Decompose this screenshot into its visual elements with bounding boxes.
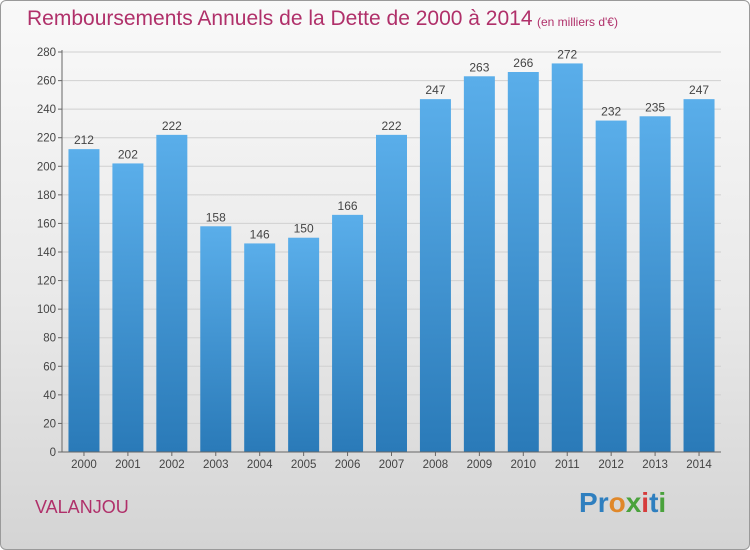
x-tick-label: 2004: [247, 459, 273, 471]
logo-letter: o: [608, 487, 626, 518]
data-label: 212: [74, 133, 94, 147]
chart-title: Remboursements Annuels de la Dette de 20…: [27, 7, 533, 30]
bar: [595, 120, 627, 453]
x-tick-label: 2014: [686, 459, 712, 471]
x-tick-label: 2005: [291, 459, 317, 471]
bar: [639, 116, 671, 453]
bar: [683, 99, 715, 453]
y-tick-label: 140: [37, 247, 56, 259]
y-tick-label: 100: [37, 304, 56, 316]
x-tick-label: 2008: [423, 459, 449, 471]
y-tick-label: 280: [37, 47, 56, 59]
x-tick-label: 2012: [598, 459, 624, 471]
data-label: 202: [118, 147, 138, 161]
bar: [551, 63, 583, 453]
bar: [376, 134, 407, 452]
bar: [419, 99, 451, 453]
bar: [68, 149, 100, 452]
data-label: 272: [557, 47, 577, 61]
data-label: 222: [381, 119, 401, 133]
x-tick-label: 2000: [71, 459, 97, 471]
y-tick-label: 220: [37, 133, 56, 145]
data-label: 232: [601, 105, 621, 119]
x-tick-label: 2011: [555, 459, 580, 471]
x-tick-label: 2009: [467, 459, 493, 471]
data-label: 158: [206, 210, 226, 224]
y-tick-label: 120: [37, 276, 56, 288]
x-tick-label: 2010: [511, 459, 537, 471]
x-tick-label: 2006: [335, 459, 361, 471]
bar: [463, 76, 495, 453]
bar: [332, 214, 364, 452]
data-label: 150: [294, 222, 314, 236]
x-tick-label: 2007: [379, 459, 405, 471]
x-tick-label: 2013: [642, 459, 668, 471]
x-tick-label: 2001: [115, 459, 141, 471]
y-tick-label: 0: [50, 447, 56, 459]
data-label: 266: [513, 56, 533, 70]
data-label: 166: [338, 199, 358, 213]
y-tick-label: 160: [37, 218, 56, 230]
commune-name: VALANJOU: [35, 497, 129, 517]
y-tick-label: 20: [43, 418, 56, 430]
bar: [156, 134, 188, 452]
data-label: 247: [425, 83, 445, 97]
data-label: 263: [469, 60, 489, 74]
logo-letter: i: [658, 487, 667, 518]
logo-letter: x: [625, 487, 642, 518]
y-tick-label: 60: [43, 361, 56, 373]
bar: [507, 72, 539, 452]
bar: [200, 226, 232, 452]
x-tick-label: 2003: [203, 459, 229, 471]
logo-letter: r: [597, 487, 609, 518]
bar: [288, 237, 320, 452]
logo-letter: P: [579, 487, 598, 518]
bar: [244, 243, 276, 452]
data-label: 247: [689, 83, 709, 97]
chart-subtitle: (en milliers d'€): [537, 15, 618, 29]
data-label: 222: [162, 119, 182, 133]
y-tick-label: 180: [37, 190, 56, 202]
logo-letter: t: [649, 487, 659, 518]
y-tick-label: 200: [37, 161, 56, 173]
y-tick-label: 260: [37, 76, 56, 88]
proxiti-logo: Proxiti: [579, 487, 666, 519]
y-tick-label: 80: [43, 333, 56, 345]
y-tick-label: 240: [37, 104, 56, 116]
x-tick-label: 2002: [159, 459, 185, 471]
y-tick-label: 40: [43, 390, 56, 402]
data-label: 146: [250, 227, 270, 241]
data-label: 235: [645, 100, 665, 114]
logo-letter: i: [641, 487, 650, 518]
bar: [112, 163, 144, 452]
